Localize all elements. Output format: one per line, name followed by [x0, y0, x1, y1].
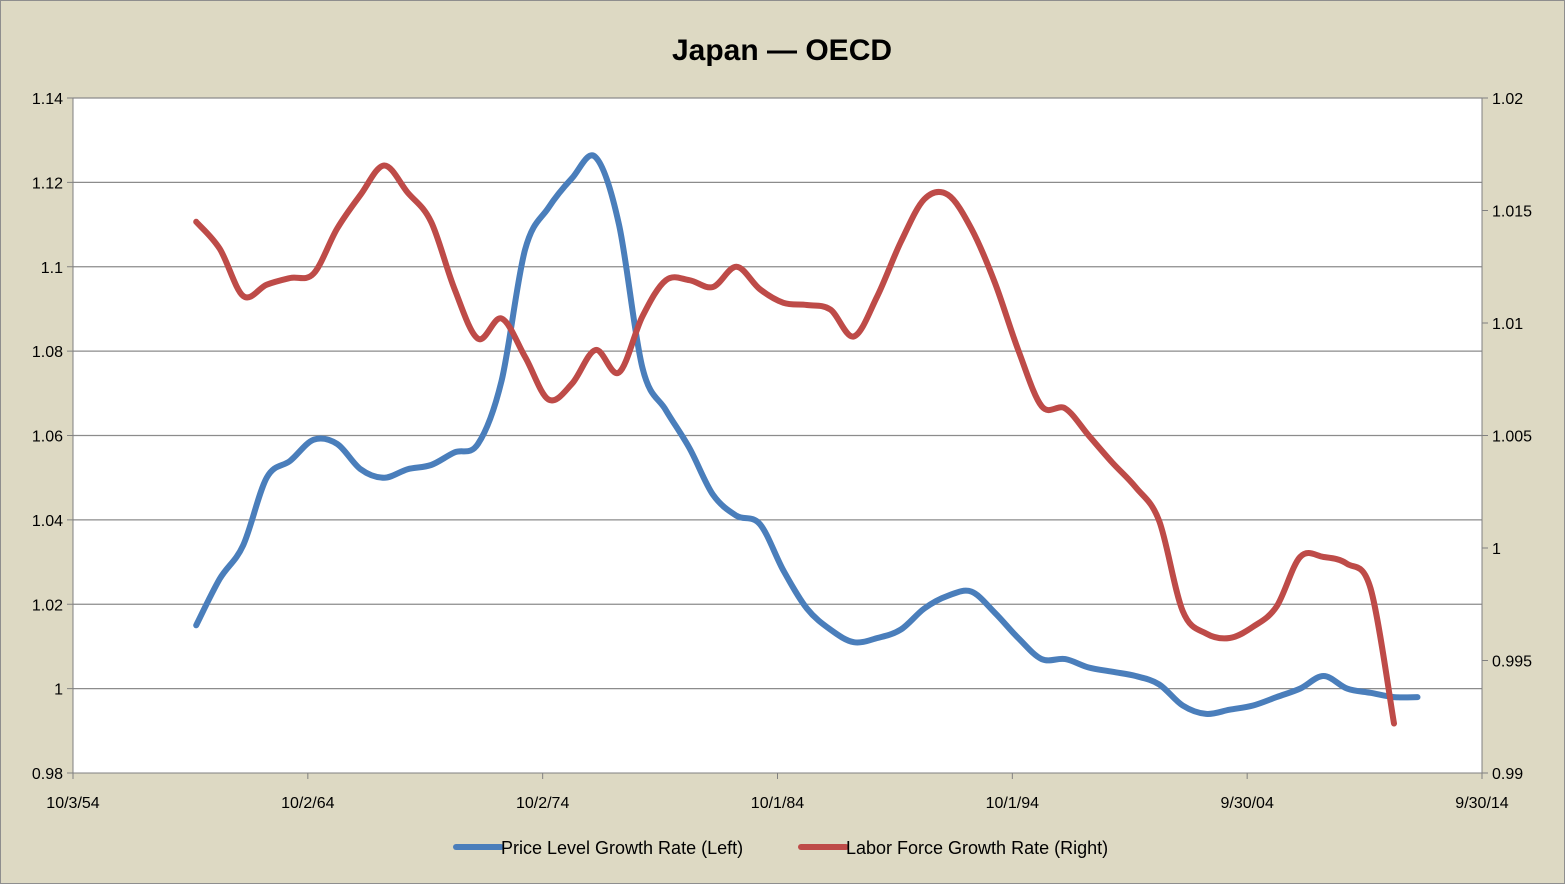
y-left-tick-label: 1.1 [41, 260, 63, 277]
grid-lines [73, 97, 1482, 690]
series-line-labor [193, 162, 1397, 727]
legend: Price Level Growth Rate (Left) Labor For… [453, 838, 1108, 858]
y-left-tick-label: 1.12 [32, 175, 63, 192]
series-lines [193, 152, 1421, 727]
y-right-tick-label: 1.01 [1492, 316, 1523, 333]
y-right-tick-label: 0.99 [1492, 766, 1523, 783]
x-tick-label: 10/1/84 [751, 795, 804, 812]
x-tick-label: 9/30/04 [1220, 795, 1273, 812]
legend-label-price: Price Level Growth Rate (Left) [501, 838, 743, 858]
y-right-tick-label: 1.015 [1492, 204, 1532, 221]
y-left-tick-label: 1.14 [32, 91, 63, 108]
x-tick-label: 10/2/74 [516, 795, 569, 812]
y-left-tick-label: 1.02 [32, 597, 63, 614]
series-line-price [193, 152, 1421, 717]
x-axis-ticks: 10/3/54 10/2/64 10/2/74 10/1/84 10/1/94 9/30/… [46, 773, 1509, 812]
y-right-tick-label: 1.02 [1492, 91, 1523, 108]
y-left-tick-label: 1.04 [32, 513, 63, 530]
y-right-axis-ticks: 0.99 0.995 1 1.005 1.01 1.015 1.02 [1482, 91, 1532, 783]
y-right-tick-label: 1.005 [1492, 429, 1532, 446]
x-tick-label: 9/30/14 [1455, 795, 1508, 812]
y-right-tick-label: 1 [1492, 541, 1501, 558]
y-left-tick-label: 1 [54, 682, 63, 699]
x-tick-label: 10/3/54 [46, 795, 99, 812]
y-left-tick-label: 1.08 [32, 344, 63, 361]
legend-item-labor: Labor Force Growth Rate (Right) [798, 838, 1108, 858]
x-tick-label: 10/1/94 [986, 795, 1039, 812]
y-left-tick-label: 0.98 [32, 766, 63, 783]
legend-label-labor: Labor Force Growth Rate (Right) [846, 838, 1108, 858]
x-tick-label: 10/2/64 [281, 795, 334, 812]
legend-item-price: Price Level Growth Rate (Left) [453, 838, 743, 858]
y-left-axis-ticks: 0.98 1 1.02 1.04 1.06 1.08 1.1 1.12 1.14 [32, 91, 73, 783]
y-left-tick-label: 1.06 [32, 429, 63, 446]
y-right-tick-label: 0.995 [1492, 654, 1532, 671]
chart-title: Japan — OECD [672, 34, 892, 67]
